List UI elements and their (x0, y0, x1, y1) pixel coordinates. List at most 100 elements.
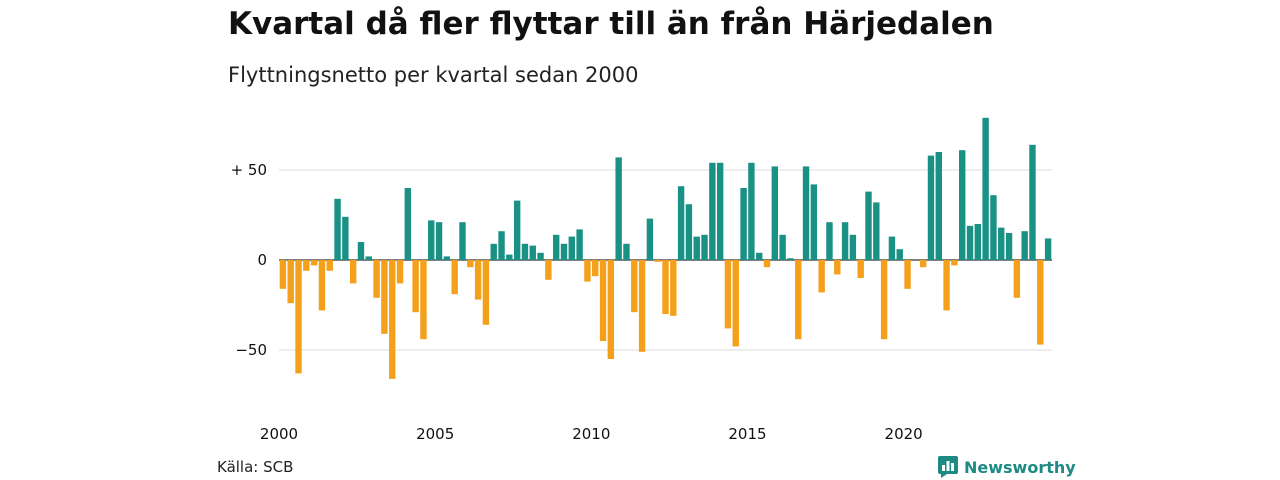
bar[interactable] (357, 242, 365, 260)
bar[interactable] (467, 260, 474, 268)
bar[interactable] (724, 260, 732, 329)
bar[interactable] (412, 260, 419, 313)
bar[interactable] (701, 234, 708, 260)
bar[interactable] (998, 227, 1005, 260)
bar[interactable] (303, 260, 310, 271)
bar[interactable] (732, 260, 739, 347)
bar[interactable] (693, 236, 700, 260)
bar[interactable] (927, 155, 935, 260)
bar[interactable] (373, 260, 380, 298)
bar[interactable] (662, 260, 669, 314)
bar[interactable] (326, 260, 333, 271)
bar[interactable] (841, 222, 849, 260)
bar[interactable] (888, 236, 896, 260)
bar[interactable] (459, 222, 466, 260)
bar[interactable] (865, 191, 872, 260)
bar[interactable] (771, 166, 779, 260)
bar[interactable] (818, 260, 825, 293)
bar[interactable] (513, 200, 521, 260)
bar[interactable] (943, 260, 950, 311)
bar[interactable] (638, 260, 646, 352)
bar[interactable] (966, 225, 974, 260)
bar[interactable] (568, 236, 575, 260)
bar[interactable] (709, 162, 716, 260)
bar[interactable] (1021, 231, 1028, 260)
bar[interactable] (982, 117, 989, 260)
bar[interactable] (685, 204, 693, 260)
bar[interactable] (396, 260, 404, 284)
bar[interactable] (607, 260, 615, 359)
bar[interactable] (310, 260, 318, 266)
bar[interactable] (756, 252, 763, 260)
bar[interactable] (560, 243, 568, 260)
bar[interactable] (615, 157, 622, 260)
bar[interactable] (428, 220, 435, 260)
bar[interactable] (631, 260, 638, 313)
bar[interactable] (506, 254, 513, 260)
bar[interactable] (834, 260, 841, 275)
bar[interactable] (381, 260, 388, 334)
bar[interactable] (873, 202, 880, 260)
bar[interactable] (295, 260, 302, 374)
bar[interactable] (529, 245, 536, 260)
bar[interactable] (849, 234, 857, 260)
bar[interactable] (365, 256, 372, 260)
bar[interactable] (342, 216, 349, 260)
bar[interactable] (810, 184, 818, 260)
bar[interactable] (1005, 233, 1013, 260)
bar[interactable] (287, 260, 294, 304)
bar[interactable] (490, 243, 497, 260)
bar[interactable] (318, 260, 326, 311)
bar[interactable] (545, 260, 552, 280)
bar[interactable] (716, 162, 724, 260)
bar[interactable] (1037, 260, 1044, 345)
bar[interactable] (959, 150, 966, 260)
bar[interactable] (857, 260, 864, 278)
bar[interactable] (443, 256, 451, 260)
bar[interactable] (1013, 260, 1021, 298)
bar[interactable] (880, 260, 888, 340)
bar[interactable] (670, 260, 677, 316)
newsworthy-logo[interactable]: Newsworthy (938, 455, 1076, 479)
x-axis-ticks: 2000 2005 2010 2015 2020 (260, 425, 923, 443)
bar[interactable] (779, 234, 786, 260)
bar[interactable] (389, 260, 396, 379)
bar[interactable] (482, 260, 490, 325)
bar[interactable] (474, 260, 482, 300)
bar[interactable] (334, 198, 341, 260)
bar[interactable] (904, 260, 911, 289)
bar[interactable] (787, 258, 794, 260)
bar[interactable] (349, 260, 357, 284)
bar[interactable] (1044, 238, 1052, 260)
bar[interactable] (802, 166, 810, 260)
bar[interactable] (654, 260, 661, 262)
bar[interactable] (451, 260, 458, 295)
bar[interactable] (498, 231, 505, 260)
bar[interactable] (935, 152, 942, 260)
bar[interactable] (592, 260, 599, 277)
bar[interactable] (599, 260, 607, 341)
bar[interactable] (435, 222, 443, 260)
bar[interactable] (279, 260, 287, 289)
bar[interactable] (537, 252, 544, 260)
bar[interactable] (521, 243, 529, 260)
bar[interactable] (420, 260, 427, 340)
bar[interactable] (951, 260, 958, 266)
bar[interactable] (990, 195, 997, 260)
bar[interactable] (896, 249, 903, 260)
bar[interactable] (740, 188, 747, 260)
bar[interactable] (974, 224, 982, 260)
bar[interactable] (763, 260, 771, 268)
bar[interactable] (576, 229, 583, 260)
bar[interactable] (795, 260, 802, 340)
bar[interactable] (623, 243, 630, 260)
bar[interactable] (646, 218, 654, 260)
bar[interactable] (748, 162, 755, 260)
bar[interactable] (677, 186, 685, 260)
bar[interactable] (404, 188, 412, 260)
bar[interactable] (584, 260, 591, 282)
bar[interactable] (919, 260, 927, 268)
bar[interactable] (1029, 144, 1036, 260)
bar[interactable] (552, 234, 560, 260)
bar[interactable] (826, 222, 833, 260)
